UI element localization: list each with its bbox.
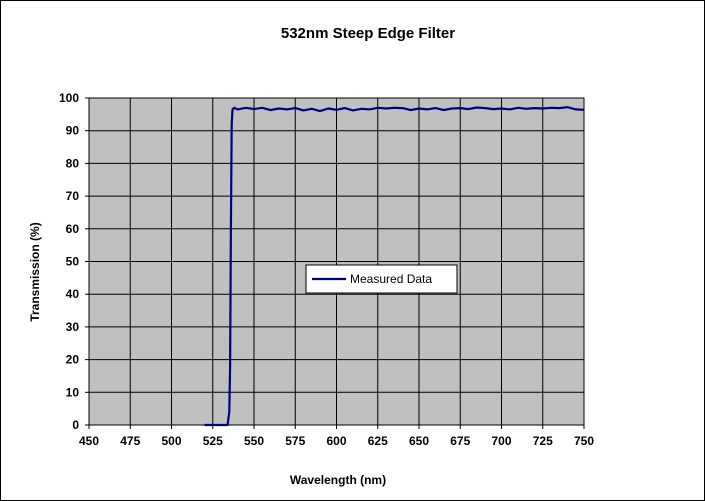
y-tick-label: 20 <box>66 353 80 367</box>
x-tick-label: 450 <box>79 434 99 448</box>
x-tick-label: 475 <box>120 434 140 448</box>
legend-label-measured-data: Measured Data <box>350 272 432 286</box>
x-tick-label: 550 <box>244 434 264 448</box>
x-tick-label: 625 <box>368 434 388 448</box>
y-tick-label: 90 <box>66 124 80 138</box>
y-tick-label: 0 <box>72 418 79 432</box>
y-tick-label: 30 <box>66 320 80 334</box>
chart-title: 532nm Steep Edge Filter <box>281 25 455 42</box>
y-tick-label: 40 <box>66 287 80 301</box>
x-tick-label: 575 <box>285 434 305 448</box>
x-tick-label: 725 <box>533 434 553 448</box>
x-axis-title: Wavelength (nm) <box>290 473 386 487</box>
x-tick-label: 650 <box>409 434 429 448</box>
axis-ticks <box>85 97 585 429</box>
x-tick-label: 600 <box>326 434 346 448</box>
x-tick-label: 700 <box>491 434 511 448</box>
y-tick-labels: 0 10 20 30 40 50 60 70 80 90 100 <box>59 91 79 432</box>
y-tick-label: 100 <box>59 91 79 105</box>
series-measured-data-line <box>204 106 585 427</box>
y-tick-label: 60 <box>66 222 80 236</box>
grid-lines <box>89 98 584 425</box>
x-tick-labels: 450 475 500 525 550 575 600 625 650 675 700 725 750 <box>79 434 594 448</box>
y-axis-title: Transmission (%) <box>28 222 42 321</box>
x-tick-label: 525 <box>203 434 223 448</box>
y-tick-label: 70 <box>66 189 80 203</box>
y-tick-label: 80 <box>66 156 80 170</box>
legend: Measured Data <box>305 264 458 294</box>
x-tick-label: 750 <box>574 434 594 448</box>
x-tick-label: 675 <box>450 434 470 448</box>
x-tick-label: 500 <box>161 434 181 448</box>
y-tick-label: 50 <box>66 255 80 269</box>
y-tick-label: 10 <box>66 385 80 399</box>
